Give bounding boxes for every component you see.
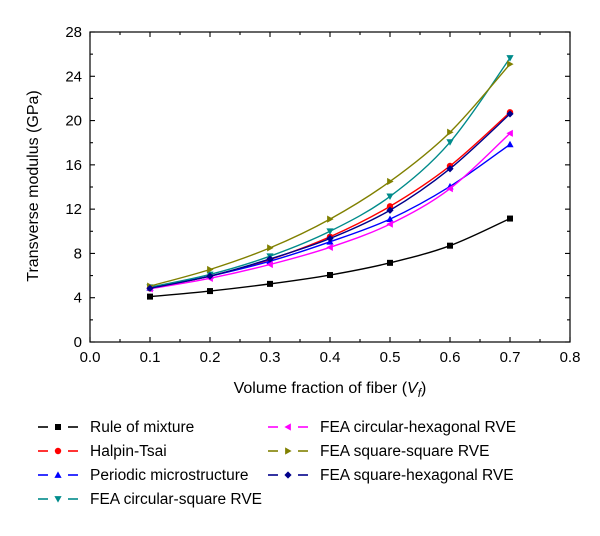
data-point xyxy=(326,243,333,251)
data-point xyxy=(507,60,514,68)
data-point xyxy=(506,110,514,118)
data-point xyxy=(447,242,453,249)
legend-item: FEA circular-hexagonal RVE xyxy=(268,419,516,436)
data-point xyxy=(147,293,153,300)
series-halpin-tsai xyxy=(146,109,514,292)
legend-marker xyxy=(284,471,292,479)
x-tick-label: 0.0 xyxy=(80,349,101,366)
x-tick-label: 0.4 xyxy=(320,349,341,366)
legend-label: Periodic microstructure xyxy=(90,467,249,484)
data-point xyxy=(266,255,274,263)
labels-layer: Transverse modulus (GPa) Volume fraction… xyxy=(25,90,426,400)
legend-item: Periodic microstructure xyxy=(38,467,249,484)
legend-marker xyxy=(54,496,62,503)
data-point xyxy=(446,139,454,146)
data-point xyxy=(447,128,454,136)
legend-marker xyxy=(54,447,62,455)
legend-label: FEA square-square RVE xyxy=(320,443,489,460)
legend-label: FEA circular-square RVE xyxy=(90,491,262,508)
legend-item: FEA circular-square RVE xyxy=(38,491,262,508)
data-point xyxy=(207,288,213,295)
series-layer xyxy=(146,55,514,300)
legend-item: Halpin-Tsai xyxy=(38,443,167,460)
x-tick-label: 0.1 xyxy=(140,349,161,366)
x-tick-label: 0.7 xyxy=(500,349,521,366)
y-axis-title: Transverse modulus (GPa) xyxy=(25,90,42,281)
series-fea-square-hexagonal-rve xyxy=(146,110,514,292)
legend-marker xyxy=(284,423,291,431)
legend-label: Halpin-Tsai xyxy=(90,443,167,460)
series-periodic-microstructure xyxy=(146,140,514,291)
series-fea-square-square-rve xyxy=(147,60,514,290)
legend-marker xyxy=(285,447,292,455)
data-point xyxy=(266,260,273,269)
series-fea-circular-hexagonal-rve xyxy=(146,129,513,293)
data-point xyxy=(386,193,394,201)
y-tick-label: 8 xyxy=(74,245,82,262)
data-point xyxy=(146,284,154,292)
series-line xyxy=(149,132,511,290)
data-point xyxy=(267,244,274,252)
y-tick-label: 0 xyxy=(74,334,82,351)
y-tick-label: 20 xyxy=(65,113,82,130)
data-point xyxy=(506,129,513,137)
data-point xyxy=(387,177,394,186)
legend-marker xyxy=(54,471,62,478)
data-point xyxy=(446,165,454,173)
legend-label: FEA circular-hexagonal RVE xyxy=(320,419,516,436)
series-line xyxy=(149,143,511,289)
data-point xyxy=(326,228,334,235)
legend-marker xyxy=(55,424,61,430)
series-line xyxy=(149,63,511,287)
y-tick-label: 12 xyxy=(65,201,82,218)
data-point xyxy=(446,185,453,193)
legend-label: Rule of mixture xyxy=(90,419,194,436)
y-tick-label: 16 xyxy=(65,157,82,174)
y-tick-label: 24 xyxy=(65,68,82,85)
data-point xyxy=(386,215,394,222)
x-axis-title-text: Volume fraction of fiber ( xyxy=(234,380,408,397)
data-point xyxy=(386,206,394,214)
data-point xyxy=(326,234,334,243)
data-point xyxy=(327,215,334,223)
data-point xyxy=(507,215,513,222)
x-axis-title-subscript: f xyxy=(418,386,423,400)
legend: Rule of mixture Halpin-Tsai Periodic micro… xyxy=(38,419,516,508)
x-tick-label: 0.2 xyxy=(200,349,221,366)
data-point xyxy=(206,272,214,280)
x-tick-label: 0.5 xyxy=(380,349,401,366)
data-point xyxy=(207,265,214,274)
x-tick-label: 0.3 xyxy=(260,349,281,366)
series-rule-of-mixture xyxy=(147,215,513,300)
x-tick-label: 0.6 xyxy=(440,349,461,366)
data-point xyxy=(386,220,393,228)
data-point xyxy=(506,55,514,62)
data-point xyxy=(506,140,514,148)
x-axis-title: Volume fraction of fiber (Vf) xyxy=(234,380,427,400)
x-tick-label: 0.8 xyxy=(560,349,581,366)
legend-item: Rule of mixture xyxy=(38,419,194,436)
y-tick-label: 28 xyxy=(65,24,82,41)
x-axis-title-close: ) xyxy=(421,380,426,397)
data-point xyxy=(267,280,273,287)
series-line xyxy=(149,111,511,289)
legend-label: FEA square-hexagonal RVE xyxy=(320,467,514,484)
series-line xyxy=(149,113,511,289)
series-line xyxy=(149,57,511,288)
data-point xyxy=(327,272,333,279)
legend-item: FEA square-hexagonal RVE xyxy=(268,467,514,484)
series-fea-circular-square-rve xyxy=(146,55,514,291)
x-axis-title-variable: V xyxy=(407,380,419,397)
axes: 0.0 0.1 0.2 0.3 0.4 0.5 0.6 0.7 0.8 0 4 8 12 16 20 24 28 xyxy=(65,24,580,366)
data-point xyxy=(387,259,393,266)
data-point xyxy=(386,203,394,210)
legend-item: FEA square-square RVE xyxy=(268,443,489,460)
y-tick-label: 4 xyxy=(74,290,82,307)
